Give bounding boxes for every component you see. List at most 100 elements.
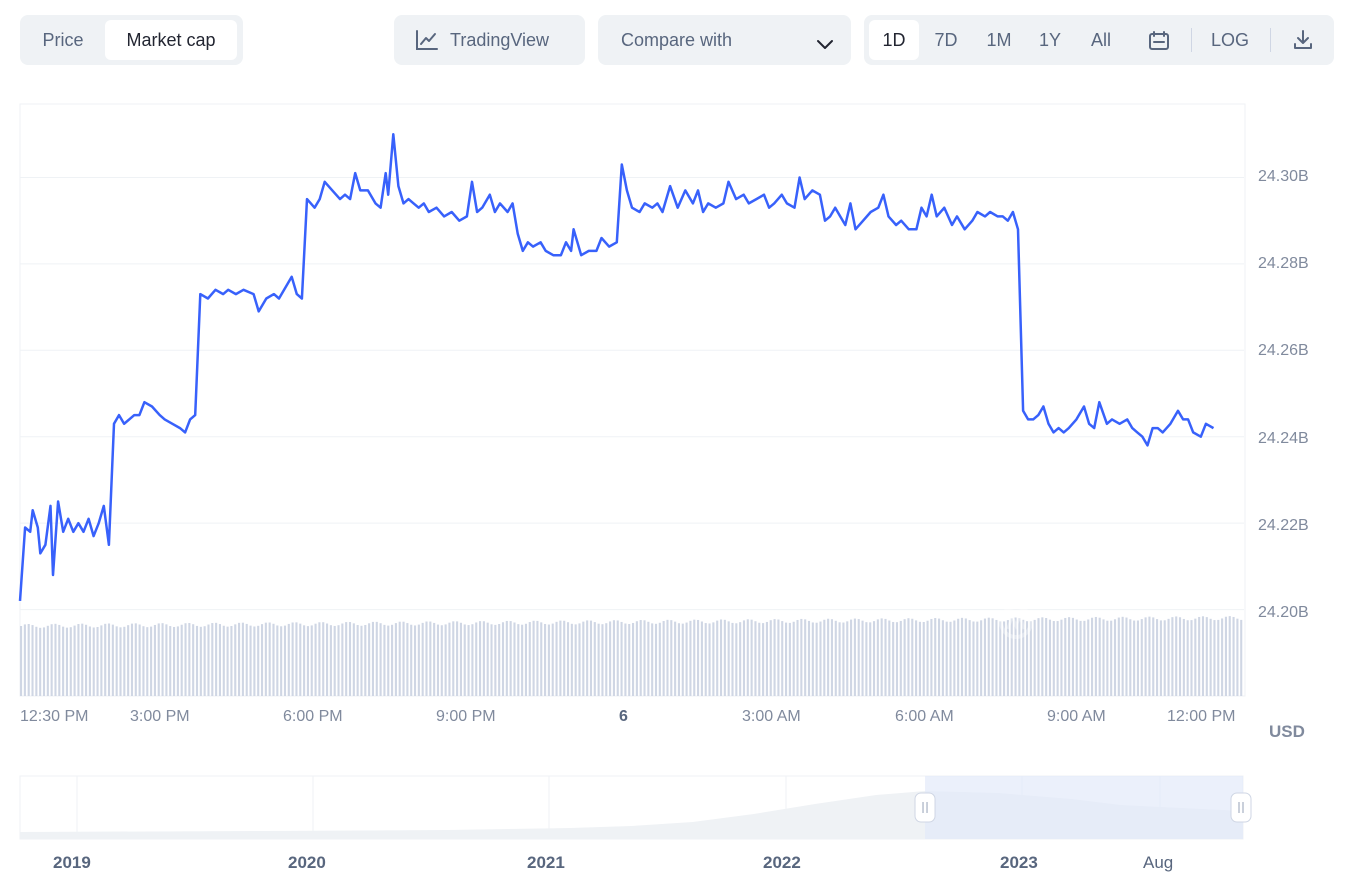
navigator-label: Aug (1143, 853, 1174, 872)
y-tick-label: 24.20B (1258, 604, 1309, 621)
volume-bar (130, 623, 134, 696)
volume-bar (945, 621, 948, 696)
volume-bar (1144, 617, 1147, 696)
volume-bar (1159, 620, 1162, 696)
drag-handle-icon[interactable] (914, 792, 936, 823)
volume-bar (555, 621, 558, 696)
tradingview-button[interactable]: TradingView (394, 15, 585, 65)
range-all[interactable]: All (1090, 30, 1111, 50)
volume-bar (987, 617, 990, 696)
volume-bar (884, 618, 887, 696)
volume-bar (758, 622, 761, 696)
volume-bar (907, 618, 910, 696)
volume-bar (773, 619, 776, 696)
volume-bar (612, 620, 615, 696)
volume-bar (953, 620, 956, 696)
log-toggle[interactable]: LOG (1210, 30, 1249, 50)
volume-bar (195, 625, 199, 696)
range-1m[interactable]: 1M (986, 30, 1012, 50)
volume-bar (283, 625, 287, 696)
tab-market-cap[interactable]: Market cap (105, 20, 237, 60)
volume-bar (1194, 618, 1197, 696)
volume-bar (850, 619, 853, 696)
y-tick-label: 24.24B (1258, 430, 1309, 447)
volume-bar (1121, 616, 1124, 696)
volume-bar (65, 627, 69, 696)
volume-bar (280, 626, 283, 696)
volume-bar (104, 623, 107, 696)
volume-bar (972, 621, 975, 696)
volume-bar (54, 623, 57, 696)
volume-bar (440, 625, 443, 696)
volume-bar (513, 622, 516, 696)
volume-bar (459, 622, 462, 696)
volume-bar (857, 619, 860, 696)
volume-bar (142, 626, 145, 696)
volume-bar (402, 621, 405, 696)
range-7d[interactable]: 7D (934, 30, 958, 50)
volume-bar (995, 619, 998, 696)
volume-bar (1236, 618, 1239, 696)
volume-bar (1071, 617, 1074, 696)
volume-bar (249, 625, 252, 696)
x-tick-label: 12:30 PM (20, 708, 89, 725)
range-1y[interactable]: 1Y (1038, 30, 1062, 50)
volume-bar (662, 621, 665, 696)
volume-bar (1224, 616, 1227, 696)
volume-bar (796, 619, 799, 696)
volume-bar (436, 624, 440, 696)
navigator[interactable] (19, 775, 1252, 840)
volume-bar (746, 619, 749, 696)
volume-bar (1129, 619, 1132, 696)
volume-bar (467, 625, 470, 696)
volume-bar (616, 620, 619, 696)
volume-bar (999, 621, 1002, 696)
volume-bar (341, 623, 344, 696)
volume-bar (830, 619, 834, 696)
volume-bar (1064, 617, 1067, 696)
volume-bar (938, 618, 941, 696)
volume-bar (804, 619, 807, 696)
volume-bar (559, 620, 562, 696)
volume-bars (20, 616, 1243, 696)
volume-bar (853, 618, 856, 696)
volume-bar (888, 620, 891, 696)
watermark-logo (999, 605, 1033, 639)
volume-bar (1205, 617, 1208, 696)
volume-bar (119, 627, 122, 696)
range-1d[interactable]: 1D (869, 20, 919, 60)
drag-handle-icon[interactable] (1230, 792, 1252, 823)
tradingview-label: TradingView (450, 30, 550, 50)
volume-bar (368, 623, 371, 696)
navigator-selection[interactable] (925, 776, 1243, 839)
volume-bar (712, 622, 715, 696)
volume-bar (429, 621, 432, 696)
volume-bar (1156, 619, 1159, 696)
volume-bar (1087, 619, 1090, 696)
volume-bar (1136, 620, 1140, 696)
volume-bar (1048, 619, 1052, 696)
download-icon[interactable] (1292, 29, 1314, 51)
volume-bar (819, 621, 822, 696)
volume-bar (677, 623, 681, 696)
volume-bar (238, 622, 241, 696)
y-tick-label: 24.22B (1258, 517, 1309, 534)
volume-bar (291, 622, 294, 696)
volume-bar (547, 624, 550, 696)
volume-bar (463, 624, 466, 696)
volume-bar (1083, 620, 1086, 696)
compare-with-dropdown[interactable]: Compare with (598, 15, 851, 65)
volume-bar (597, 623, 600, 696)
volume-bar (964, 618, 967, 696)
volume-bar (861, 620, 864, 696)
calendar-icon[interactable] (1148, 30, 1170, 52)
volume-bar (903, 619, 906, 696)
navigator-label: 2021 (527, 853, 565, 872)
volume-bar (1240, 619, 1243, 696)
volume-bar (754, 621, 757, 696)
chevron-down-icon (816, 34, 834, 49)
tab-price[interactable]: Price (42, 30, 84, 50)
volume-bar (574, 624, 577, 696)
currency-label: USD (1269, 722, 1305, 741)
